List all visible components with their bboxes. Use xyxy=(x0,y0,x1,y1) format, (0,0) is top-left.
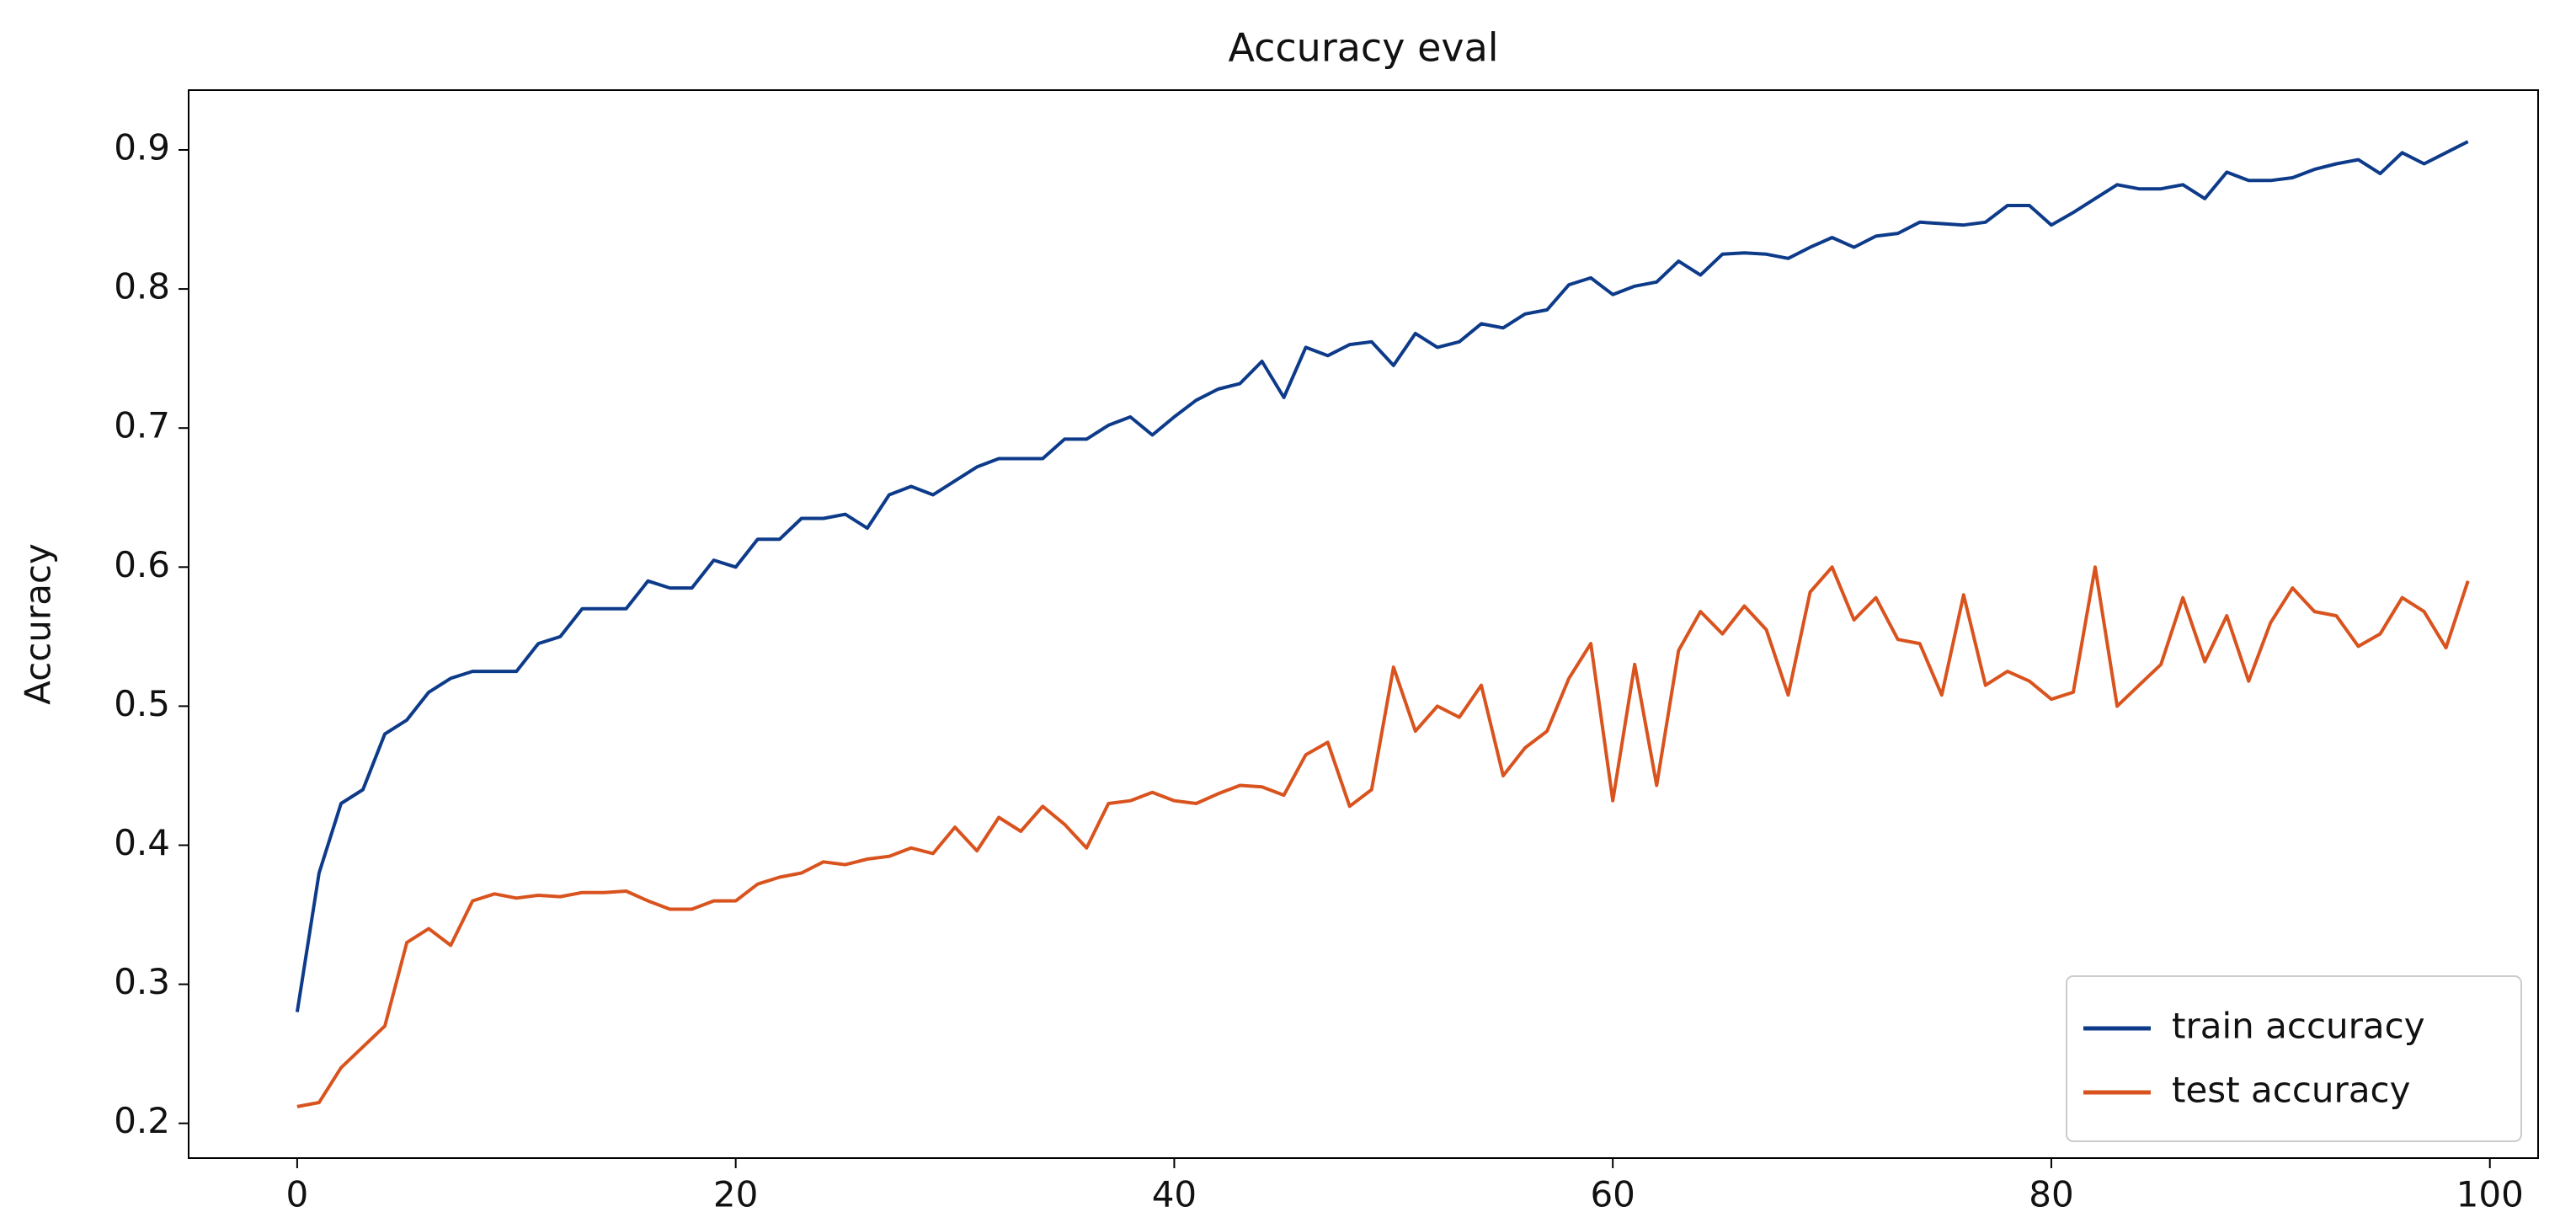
x-tick-label: 60 xyxy=(1590,1174,1635,1215)
legend-box xyxy=(2066,975,2522,1142)
x-tick-label: 0 xyxy=(286,1174,309,1215)
x-tick-label: 80 xyxy=(2029,1174,2073,1215)
y-tick-label: 0.8 xyxy=(114,266,170,307)
line-series xyxy=(296,565,2470,1108)
line-series xyxy=(295,140,2469,1012)
x-tick-label: 100 xyxy=(2456,1174,2524,1215)
y-tick-label: 0.9 xyxy=(114,126,170,168)
y-axis-label: Accuracy xyxy=(18,543,59,705)
y-tick-label: 0.2 xyxy=(114,1100,170,1141)
x-tick-label: 20 xyxy=(713,1174,758,1215)
x-tick-label: 40 xyxy=(1152,1174,1197,1215)
plot-frame xyxy=(188,89,2539,1159)
chart-title: Accuracy eval xyxy=(1228,25,1498,71)
legend-label: train accuracy xyxy=(2172,1006,2425,1047)
y-tick-label: 0.5 xyxy=(114,683,170,724)
legend-label: test accuracy xyxy=(2172,1070,2411,1111)
y-tick-label: 0.6 xyxy=(114,544,170,585)
y-tick-label: 0.7 xyxy=(114,405,170,446)
y-tick-label: 0.3 xyxy=(114,961,170,1002)
y-tick-label: 0.4 xyxy=(114,822,170,863)
